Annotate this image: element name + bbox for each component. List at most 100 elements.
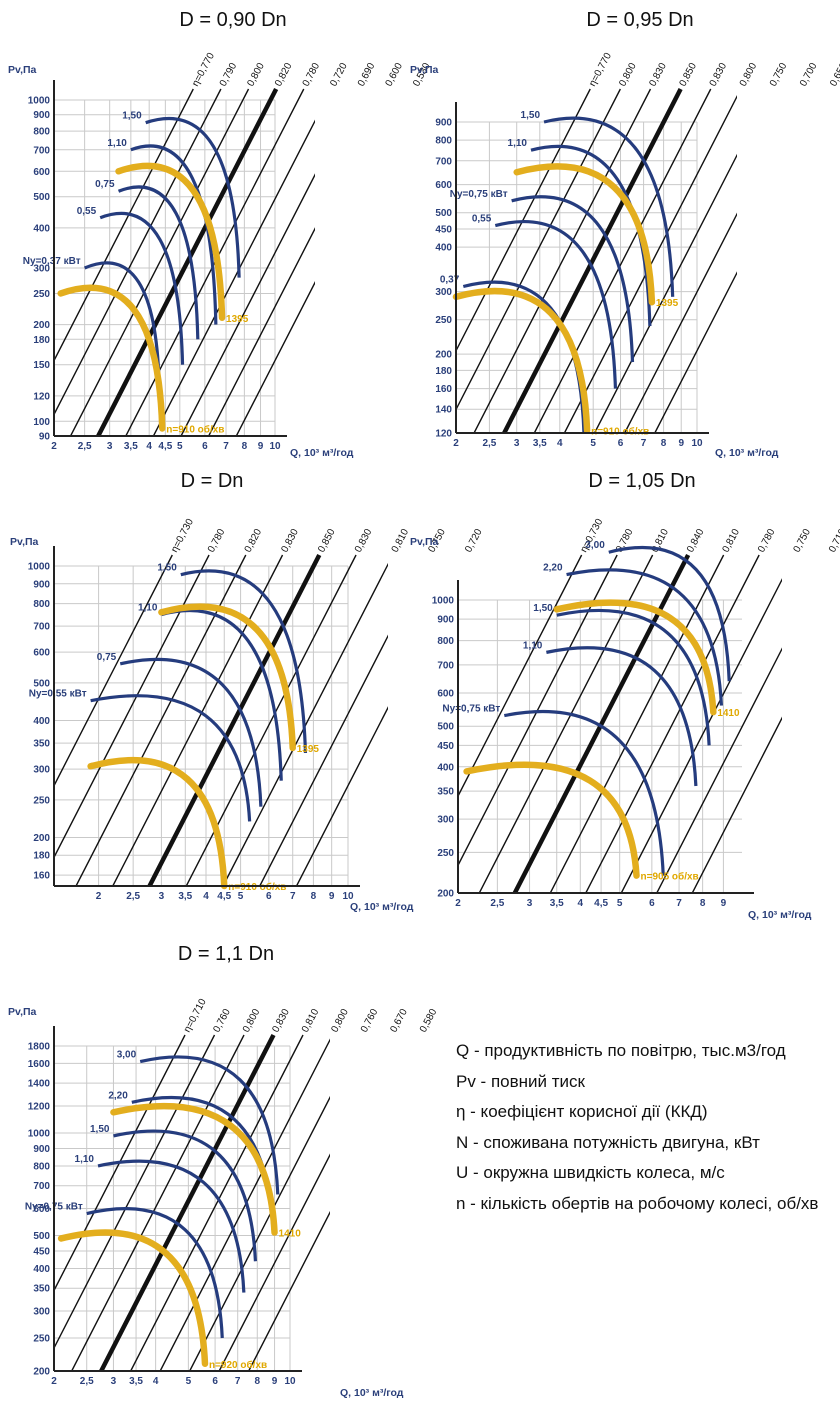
- x-tick-label: 7: [676, 898, 682, 909]
- power-label: 3,00: [585, 540, 605, 551]
- power-curve: [113, 1129, 258, 1262]
- x-tick-label: 6: [212, 1376, 218, 1387]
- power-label: 1,10: [75, 1154, 95, 1165]
- x-tick-label: 3,5: [129, 1376, 143, 1387]
- power-label: 1,10: [508, 138, 528, 149]
- power-label: 2,20: [108, 1090, 128, 1101]
- efficiency-label: 0,720: [328, 61, 350, 89]
- power-curve: [180, 569, 308, 754]
- efficiency-line: [69, 88, 250, 436]
- y-tick-label: 200: [33, 1367, 50, 1378]
- x-tick-label: 9: [721, 898, 727, 909]
- power-label: Ny=0,75 кВт: [450, 189, 508, 200]
- y-tick-label: 800: [437, 636, 454, 647]
- efficiency-label: 0,810: [721, 527, 743, 555]
- y-tick-label: 200: [435, 350, 452, 361]
- x-axis-title: Q, 10³ м³/год: [748, 909, 812, 921]
- y-tick-label: 200: [437, 889, 454, 900]
- legend-q: Q - продуктивність по повітрю, тыс.м3/го…: [456, 1041, 786, 1060]
- power-label: Ny=0,55 кВт: [29, 689, 87, 700]
- y-tick-label: 1800: [28, 1042, 51, 1053]
- x-tick-label: 10: [284, 1376, 296, 1387]
- power-label: 1,10: [523, 640, 543, 651]
- legend-n-speed: n - кількість обертів на робочому колесі…: [456, 1193, 819, 1213]
- power-curve: [530, 144, 652, 327]
- speed-curve: [463, 761, 640, 879]
- x-tick-label: 6: [618, 438, 624, 449]
- power-label: 1,10: [138, 603, 158, 614]
- efficiency-label: 0,760: [211, 1007, 233, 1035]
- efficiency-label: η=0,770: [190, 51, 217, 89]
- x-tick-label: 3,5: [550, 898, 564, 909]
- power-label: 1,50: [157, 563, 177, 574]
- x-axis-title: Q, 10³ м³/год: [715, 447, 779, 459]
- efficiency-line: [222, 562, 388, 886]
- efficiency-line: [54, 88, 222, 416]
- speed-curve: [158, 603, 296, 752]
- y-tick-label: 1000: [28, 1128, 51, 1139]
- power-label: Ny=0,37 кВт: [23, 256, 81, 267]
- x-tick-label: 6: [649, 898, 655, 909]
- power-curve: [546, 646, 698, 787]
- y-tick-label: 100: [33, 417, 50, 428]
- efficiency-label: η=0,730: [169, 517, 196, 555]
- x-tick-label: 10: [691, 438, 703, 449]
- x-tick-label: 8: [242, 441, 248, 452]
- y-tick-label: 450: [435, 224, 452, 235]
- efficiency-label: 0,670: [388, 1007, 410, 1035]
- y-tick-label: 450: [33, 1247, 50, 1258]
- y-axis-title: Pv,Па: [10, 536, 39, 548]
- efficiency-label: 0,690: [356, 61, 378, 89]
- y-tick-label: 160: [33, 871, 50, 882]
- efficiency-line: [563, 94, 737, 433]
- efficiency-label: 0,830: [647, 61, 669, 89]
- y-tick-label: 250: [435, 315, 452, 326]
- efficiency-line: [654, 271, 737, 433]
- chart-title: D = 1,1 Dn: [178, 943, 274, 965]
- y-tick-label: 90: [39, 432, 51, 443]
- y-tick-label: 350: [437, 787, 454, 798]
- x-tick-label: 2,5: [482, 438, 496, 449]
- x-tick-label: 2,5: [490, 898, 504, 909]
- power-curve: [543, 116, 675, 297]
- efficiency-label: 0,850: [678, 61, 700, 89]
- x-tick-label: 2: [453, 438, 459, 449]
- efficiency-label: 0,790: [218, 61, 240, 89]
- y-tick-label: 800: [33, 1161, 50, 1172]
- x-tick-label: 4: [203, 891, 209, 902]
- x-tick-label: 3,5: [124, 441, 138, 452]
- power-label: 1,50: [533, 603, 553, 614]
- legend: Q - продуктивність по повітрю, тыс.м3/го…: [456, 1036, 836, 1219]
- power-curve: [84, 261, 161, 385]
- y-tick-label: 500: [33, 192, 50, 203]
- chart-title: D = 0,90 Dn: [179, 9, 286, 31]
- y-tick-label: 250: [437, 848, 454, 859]
- x-tick-label: 5: [186, 1376, 192, 1387]
- efficiency-line: [456, 88, 621, 412]
- x-tick-label: 2: [96, 891, 102, 902]
- efficiency-line: [218, 1153, 330, 1371]
- y-tick-label: 250: [33, 289, 50, 300]
- efficiency-label: 0,800: [329, 1007, 351, 1035]
- power-curve: [97, 1159, 246, 1293]
- y-tick-label: 700: [33, 1181, 50, 1192]
- chart-title: D = 0,95 Dn: [586, 9, 693, 31]
- speed-curve: [57, 284, 166, 432]
- y-tick-label: 600: [435, 180, 452, 191]
- x-tick-label: 7: [641, 438, 647, 449]
- efficiency-line: [152, 119, 315, 436]
- x-tick-label: 3: [527, 898, 533, 909]
- y-tick-label: 700: [437, 660, 454, 671]
- y-tick-label: 700: [33, 622, 50, 633]
- power-label: 0,55: [77, 206, 97, 217]
- efficiency-line: [624, 212, 737, 433]
- efficiency-label: 0,750: [768, 61, 790, 89]
- x-tick-label: 3: [111, 1376, 117, 1387]
- power-label: 0,75: [95, 179, 115, 190]
- y-tick-label: 800: [33, 127, 50, 138]
- y-tick-label: 900: [437, 615, 454, 626]
- y-tick-label: 250: [33, 795, 50, 806]
